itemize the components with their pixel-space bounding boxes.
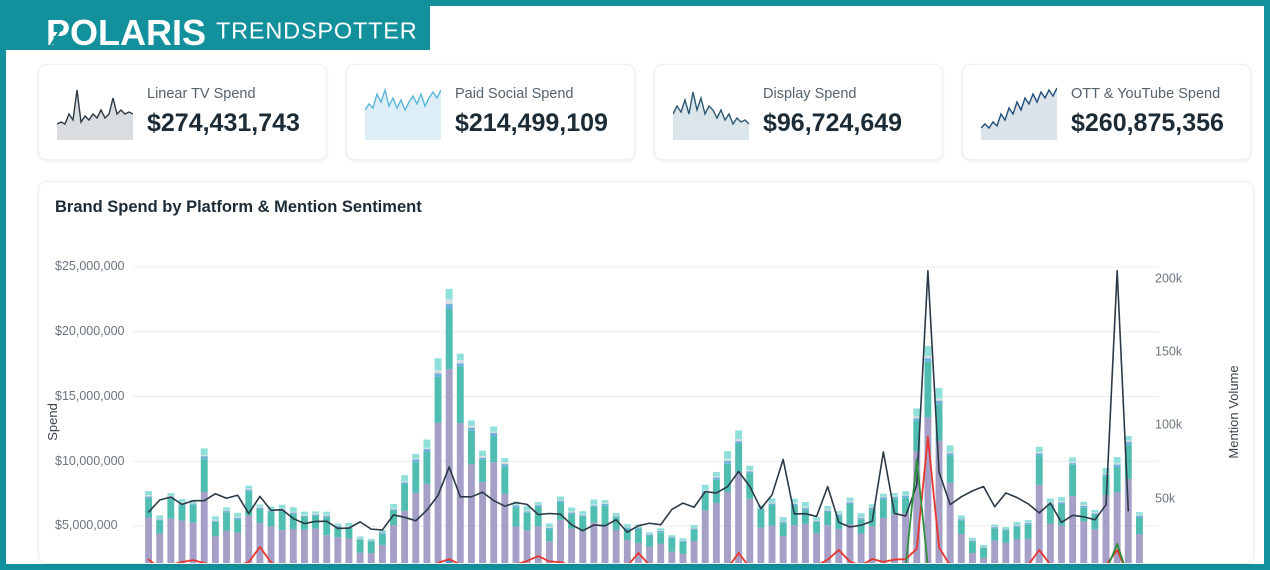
svg-text:$20,000,000: $20,000,000	[55, 324, 125, 338]
svg-text:Mention Volume: Mention Volume	[1226, 365, 1241, 458]
svg-text:POLARIS: POLARIS	[46, 12, 206, 50]
svg-text:$10,000,000: $10,000,000	[55, 454, 125, 468]
svg-text:TRENDSPOTTER: TRENDSPOTTER	[216, 18, 418, 44]
svg-text:$5,000,000: $5,000,000	[55, 518, 118, 532]
svg-text:Spend: Spend	[45, 403, 60, 441]
svg-text:150k: 150k	[1155, 345, 1183, 359]
svg-text:$25,000,000: $25,000,000	[55, 259, 125, 273]
svg-text:200k: 200k	[1155, 272, 1183, 286]
svg-text:100k: 100k	[1155, 418, 1183, 432]
svg-text:50k: 50k	[1155, 492, 1176, 506]
svg-text:$15,000,000: $15,000,000	[55, 389, 125, 403]
